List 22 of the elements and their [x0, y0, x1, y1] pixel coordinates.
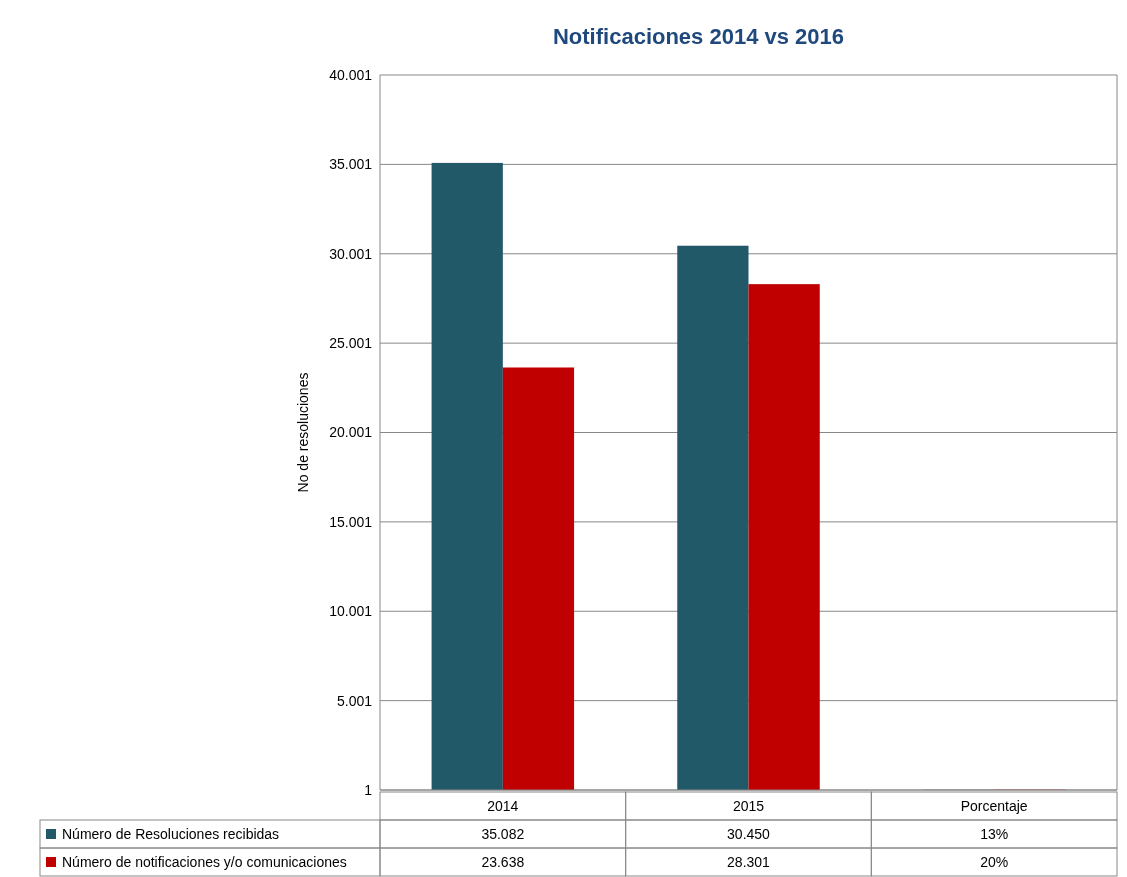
- data-label: 28.301: [727, 853, 771, 870]
- data-label: 20%: [980, 853, 1009, 870]
- y-tick-label: 20.001: [329, 424, 373, 441]
- data-label: 35.082: [481, 825, 525, 842]
- y-tick-label: 30.001: [329, 245, 373, 262]
- x-tick-label: 2015: [732, 797, 765, 814]
- y-tick-label: 25.001: [329, 335, 373, 352]
- data-label: 23.638: [481, 853, 525, 870]
- y-tick-label: 40.001: [329, 66, 373, 83]
- data-label: 13%: [980, 825, 1009, 842]
- y-tick-label: 35.001: [329, 156, 373, 173]
- y-tick-label: 15.001: [329, 513, 373, 530]
- legend-label: Número de notificaciones y/o comunicaciones: [62, 853, 347, 870]
- legend-label: Número de Resoluciones recibidas: [62, 825, 280, 842]
- y-axis-title: No de resoluciones: [295, 372, 311, 493]
- y-tick-label: 5.001: [336, 692, 373, 709]
- data-label: 30.450: [727, 825, 771, 842]
- x-tick-label: Porcentaje: [960, 797, 1028, 814]
- x-tick-label: 2014: [487, 797, 519, 814]
- y-tick-label: 10.001: [329, 603, 373, 620]
- y-tick-label: 1: [364, 781, 373, 798]
- chart-title: Notificaciones 2014 vs 2016: [552, 24, 845, 49]
